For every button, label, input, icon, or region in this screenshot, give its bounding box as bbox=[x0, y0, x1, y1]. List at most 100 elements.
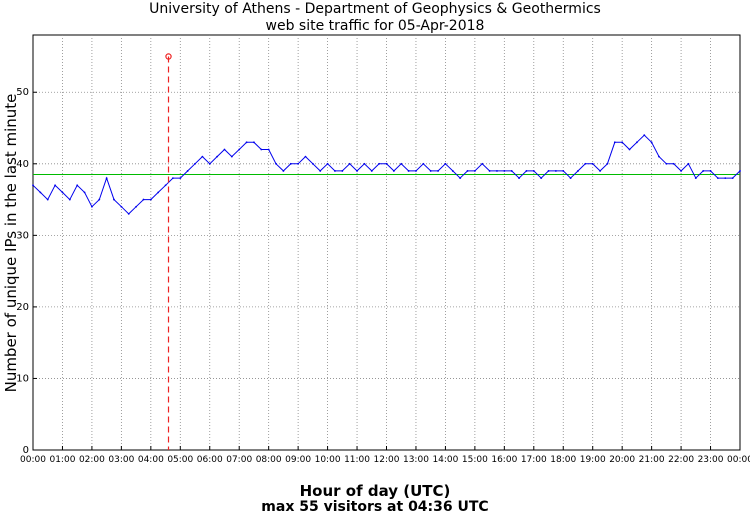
traffic-point bbox=[481, 162, 484, 165]
traffic-point bbox=[687, 162, 690, 165]
traffic-point bbox=[61, 191, 64, 194]
traffic-point bbox=[694, 177, 697, 180]
max-visitors-caption: max 55 visitors at 04:36 UTC bbox=[261, 499, 489, 515]
x-tick-label: 00:00 bbox=[20, 455, 46, 465]
traffic-point bbox=[54, 184, 56, 187]
traffic-point bbox=[311, 162, 314, 165]
traffic-point bbox=[348, 162, 351, 165]
traffic-point bbox=[510, 170, 513, 172]
traffic-point bbox=[606, 162, 609, 165]
x-tick-label: 21:00 bbox=[639, 455, 665, 465]
traffic-point bbox=[451, 170, 454, 172]
traffic-point bbox=[113, 198, 115, 201]
traffic-point bbox=[172, 177, 174, 180]
traffic-point bbox=[503, 170, 506, 172]
traffic-point bbox=[326, 162, 329, 165]
x-tick-label: 17:00 bbox=[521, 455, 547, 465]
y-tick-label: 30 bbox=[16, 230, 29, 241]
x-axis-label: Hour of day (UTC) bbox=[299, 482, 451, 500]
traffic-point bbox=[32, 184, 34, 187]
x-tick-label: 11:00 bbox=[344, 455, 370, 465]
x-tick-label: 05:00 bbox=[167, 455, 193, 465]
traffic-point bbox=[341, 170, 344, 172]
traffic-point bbox=[665, 162, 668, 165]
x-tick-label: 13:00 bbox=[403, 455, 429, 465]
traffic-point bbox=[157, 191, 160, 194]
y-tick-label: 10 bbox=[16, 373, 29, 384]
traffic-point bbox=[253, 141, 255, 144]
traffic-point bbox=[304, 155, 307, 158]
traffic-point bbox=[437, 170, 439, 172]
traffic-point bbox=[363, 162, 366, 165]
traffic-point bbox=[230, 155, 233, 158]
traffic-point bbox=[628, 148, 631, 151]
chart-subtitle: web site traffic for 05-Apr-2018 bbox=[265, 18, 485, 34]
traffic-point bbox=[194, 162, 196, 165]
traffic-point bbox=[702, 170, 705, 172]
traffic-point bbox=[334, 170, 336, 172]
traffic-point bbox=[275, 162, 277, 165]
x-tick-label: 02:00 bbox=[79, 455, 105, 465]
traffic-point bbox=[216, 155, 219, 158]
traffic-point bbox=[613, 141, 616, 144]
y-axis-label: Number of unique IPs in the last minute bbox=[2, 93, 20, 393]
traffic-point bbox=[680, 170, 682, 172]
x-tick-label: 06:00 bbox=[197, 455, 223, 465]
x-tick-label: 23:00 bbox=[698, 455, 724, 465]
x-tick-label: 03:00 bbox=[108, 455, 134, 465]
y-tick-label: 40 bbox=[16, 159, 29, 170]
y-tick-label: 20 bbox=[16, 302, 29, 313]
traffic-point bbox=[724, 177, 727, 180]
x-tick-label: 16:00 bbox=[491, 455, 517, 465]
x-tick-label: 10:00 bbox=[315, 455, 341, 465]
traffic-point bbox=[599, 170, 601, 172]
traffic-point bbox=[289, 162, 292, 165]
traffic-point bbox=[179, 177, 182, 180]
x-tick-label: 09:00 bbox=[285, 455, 311, 465]
traffic-point bbox=[319, 170, 322, 172]
traffic-point bbox=[238, 148, 241, 151]
traffic-point bbox=[547, 170, 550, 172]
traffic-point bbox=[731, 177, 734, 180]
traffic-point bbox=[149, 198, 152, 201]
traffic-point bbox=[223, 148, 226, 151]
traffic-point bbox=[385, 162, 388, 165]
traffic-point bbox=[635, 141, 638, 144]
traffic-point bbox=[540, 177, 543, 180]
traffic-point bbox=[39, 191, 42, 194]
traffic-point bbox=[370, 170, 373, 172]
x-tick-label: 12:00 bbox=[374, 455, 400, 465]
traffic-point bbox=[621, 141, 624, 144]
x-tick-label: 15:00 bbox=[462, 455, 488, 465]
traffic-point bbox=[444, 162, 447, 165]
x-tick-label: 01:00 bbox=[49, 455, 75, 465]
traffic-point bbox=[466, 170, 469, 172]
x-tick-label: 14:00 bbox=[432, 455, 458, 465]
traffic-point bbox=[415, 170, 417, 172]
x-tick-label: 20:00 bbox=[609, 455, 635, 465]
x-tick-label: 18:00 bbox=[550, 455, 576, 465]
traffic-point bbox=[658, 155, 660, 158]
traffic-point bbox=[164, 184, 167, 187]
y-tick-label: 0 bbox=[23, 445, 29, 456]
traffic-point bbox=[709, 170, 712, 172]
chart-title: University of Athens - Department of Geo… bbox=[149, 1, 601, 17]
traffic-point bbox=[643, 134, 646, 137]
traffic-point bbox=[392, 170, 395, 172]
traffic-point bbox=[569, 177, 572, 180]
traffic-point bbox=[554, 170, 557, 172]
traffic-point bbox=[584, 162, 587, 165]
max-point-marker bbox=[165, 53, 172, 60]
traffic-point bbox=[562, 170, 565, 172]
traffic-point bbox=[245, 141, 248, 144]
traffic-point bbox=[142, 198, 145, 201]
traffic-point bbox=[208, 162, 211, 165]
traffic-point bbox=[105, 177, 108, 180]
x-tick-label: 19:00 bbox=[580, 455, 606, 465]
traffic-point bbox=[186, 170, 189, 172]
traffic-point bbox=[282, 170, 285, 172]
x-tick-label: 04:00 bbox=[138, 455, 164, 465]
traffic-point bbox=[429, 170, 432, 172]
traffic-point bbox=[297, 162, 300, 165]
